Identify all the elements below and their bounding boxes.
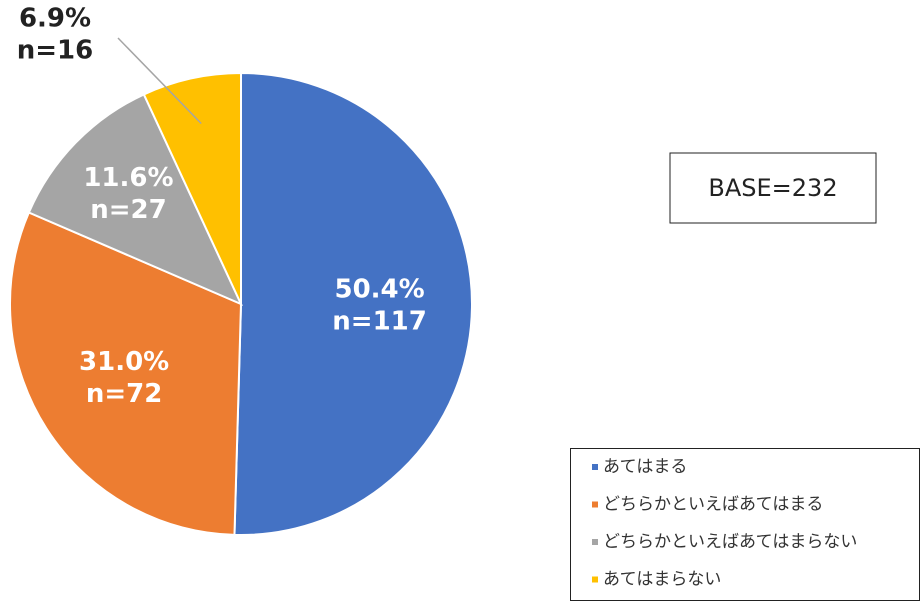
leader-line [117, 37, 202, 125]
legend-marker [592, 464, 598, 470]
pie-slice [27, 93, 244, 306]
count-label: n=27 [90, 195, 166, 225]
count-label: n=117 [332, 306, 427, 336]
legend-label: あてはまらない [603, 570, 721, 590]
pie-slice [9, 211, 243, 536]
data-label: 6.9% [19, 4, 91, 34]
legend-box [570, 448, 920, 601]
legend-marker [592, 501, 598, 508]
pie-slice [142, 71, 242, 305]
count-label: n=72 [86, 379, 162, 409]
legend-marker [592, 576, 598, 583]
pie-slice [233, 71, 473, 536]
data-label: 31.0% [79, 347, 169, 377]
legend-marker [592, 539, 598, 545]
data-label: 50.4% [334, 274, 424, 304]
legend-label: どちらかといえばあてはまらない [603, 532, 857, 552]
legend-label: どちらかといえばあてはまる [603, 495, 823, 515]
annotation-box [669, 152, 877, 224]
count-label: n=16 [17, 36, 93, 66]
legend-label: あてはまる [603, 457, 687, 477]
annotation: BASE=232 [708, 174, 837, 202]
data-label: 11.6% [83, 163, 173, 193]
